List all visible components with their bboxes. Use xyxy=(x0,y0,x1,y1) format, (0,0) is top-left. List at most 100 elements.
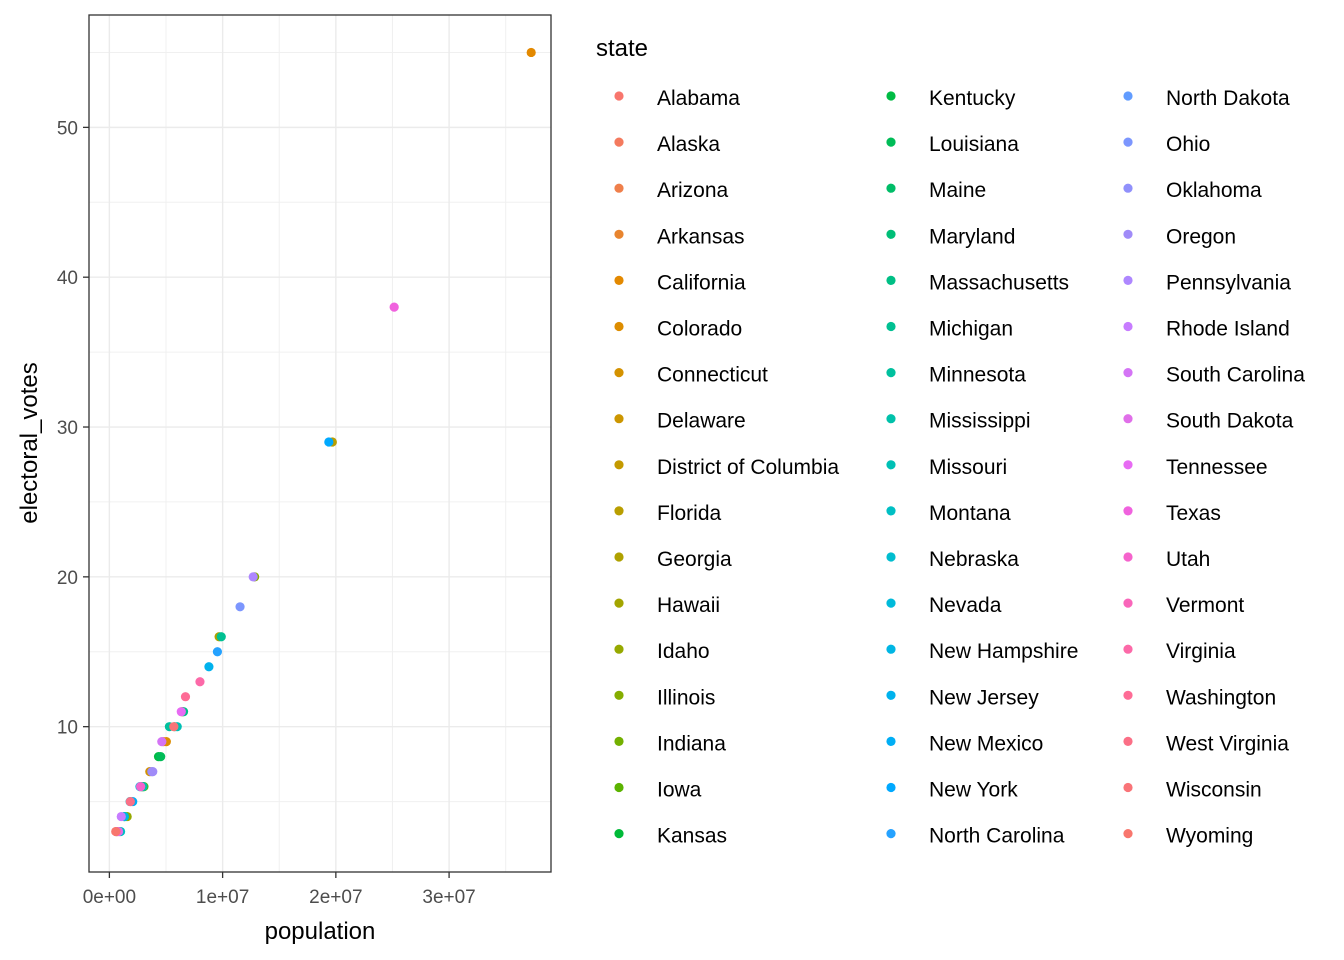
legend-label: Ohio xyxy=(1166,133,1210,156)
legend: Alabama Alaska Arizona Arkansas California Co… xyxy=(614,87,1305,848)
legend-key xyxy=(886,321,896,332)
grid-minor xyxy=(89,15,551,872)
legend-key xyxy=(614,552,624,562)
data-point xyxy=(116,811,126,822)
legend-key xyxy=(614,690,624,700)
legend-key xyxy=(1123,275,1133,285)
legend-key xyxy=(1123,460,1133,470)
y-tick-label: 30 xyxy=(57,418,78,439)
data-point xyxy=(324,437,334,447)
data-points xyxy=(111,47,536,837)
legend-label: Connecticut xyxy=(657,364,768,387)
legend-key xyxy=(886,229,896,239)
data-point xyxy=(212,647,223,657)
x-tick-label: 0e+00 xyxy=(83,887,136,908)
legend-key xyxy=(614,183,624,193)
data-point xyxy=(111,826,121,837)
legend-label: Massachusetts xyxy=(929,271,1069,294)
legend-key xyxy=(1123,829,1133,839)
legend-key xyxy=(614,782,624,793)
data-point xyxy=(148,767,158,777)
legend-key xyxy=(1123,598,1133,608)
legend-label: West Virginia xyxy=(1166,732,1289,755)
legend-label: Idaho xyxy=(657,640,710,663)
legend-key xyxy=(1123,690,1133,700)
legend-key xyxy=(1123,229,1133,239)
legend-key xyxy=(886,736,896,747)
legend-key xyxy=(614,506,624,516)
x-tick-label: 2e+07 xyxy=(309,887,362,908)
legend-label: South Dakota xyxy=(1166,410,1294,433)
legend-label: New York xyxy=(929,779,1018,802)
data-point xyxy=(389,302,399,312)
legend-key xyxy=(1123,368,1133,378)
legend-label: Maryland xyxy=(929,225,1015,248)
legend-label: Colorado xyxy=(657,318,742,341)
legend-key xyxy=(614,598,624,608)
legend-key xyxy=(1123,644,1133,654)
legend-label: Wisconsin xyxy=(1166,779,1262,802)
legend-key xyxy=(886,690,896,700)
legend-label: Virginia xyxy=(1166,640,1236,663)
legend-label: Louisiana xyxy=(929,133,1019,156)
legend-label: Oklahoma xyxy=(1166,179,1262,202)
x-tick-label: 3e+07 xyxy=(422,887,475,908)
legend-label: Georgia xyxy=(657,548,732,571)
legend-label: New Mexico xyxy=(929,732,1043,755)
legend-label: Iowa xyxy=(657,779,702,802)
legend-key xyxy=(1123,782,1133,793)
legend-key xyxy=(886,368,896,378)
legend-key xyxy=(886,829,896,839)
legend-label: Delaware xyxy=(657,410,746,433)
legend-key xyxy=(614,414,624,424)
y-tick-label: 20 xyxy=(57,568,78,589)
legend-label: Alaska xyxy=(657,133,720,156)
legend-label: Wyoming xyxy=(1166,825,1253,848)
legend-key xyxy=(886,137,896,147)
legend-label: New Hampshire xyxy=(929,640,1078,663)
y-tick-label: 50 xyxy=(57,118,78,139)
legend-label: Kentucky xyxy=(929,87,1016,110)
data-point xyxy=(176,707,186,717)
legend-key xyxy=(1123,552,1133,562)
legend-key xyxy=(886,506,896,516)
legend-label: Nebraska xyxy=(929,548,1019,571)
legend-label: Montana xyxy=(929,502,1011,525)
y-axis-ticks: 10 20 30 40 50 xyxy=(57,118,89,739)
legend-key xyxy=(614,736,624,747)
legend-label: Illinois xyxy=(657,686,715,709)
legend-key xyxy=(886,91,896,101)
legend-key xyxy=(1123,321,1133,332)
legend-key xyxy=(886,598,896,608)
legend-label: Kansas xyxy=(657,825,727,848)
x-axis-title: population xyxy=(265,918,376,945)
legend-key xyxy=(1123,736,1133,747)
legend-label: Florida xyxy=(657,502,722,525)
legend-key xyxy=(614,137,624,147)
data-point xyxy=(125,796,135,807)
legend-key xyxy=(886,644,896,654)
legend-label: Vermont xyxy=(1166,594,1244,617)
legend-label: Tennessee xyxy=(1166,456,1268,479)
legend-key xyxy=(614,829,624,839)
legend-key xyxy=(614,644,624,654)
y-tick-label: 40 xyxy=(57,268,78,289)
legend-label: Missouri xyxy=(929,456,1007,479)
data-point xyxy=(180,692,191,702)
legend-label: Maine xyxy=(929,179,986,202)
legend-label: Michigan xyxy=(929,318,1013,341)
legend-key xyxy=(886,782,896,793)
legend-label: New Jersey xyxy=(929,686,1039,709)
legend-label: North Carolina xyxy=(929,825,1065,848)
legend-title: state xyxy=(596,35,648,62)
data-point xyxy=(526,47,536,58)
legend-key xyxy=(1123,414,1133,424)
legend-key xyxy=(1123,137,1133,147)
legend-key xyxy=(886,275,896,285)
legend-label: Utah xyxy=(1166,548,1210,571)
legend-label: Indiana xyxy=(657,732,726,755)
legend-key xyxy=(614,91,624,101)
legend-label: Arkansas xyxy=(657,225,745,248)
legend-key xyxy=(886,460,896,470)
